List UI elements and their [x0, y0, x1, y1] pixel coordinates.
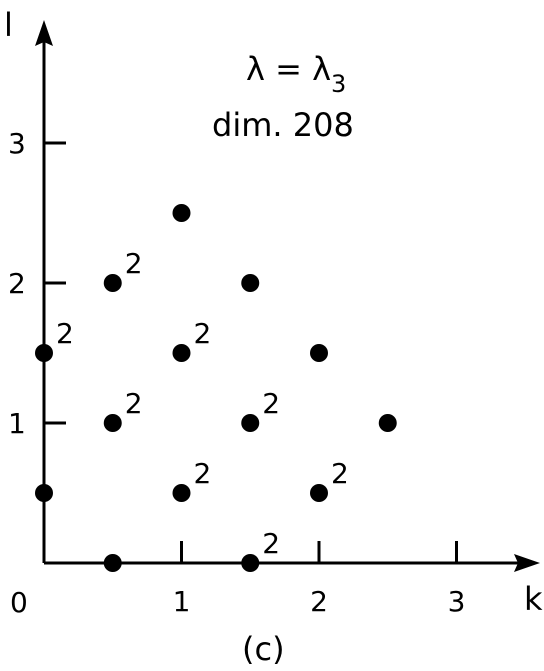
figure-caption: (c): [242, 630, 285, 668]
data-point: [35, 344, 53, 362]
data-point: [310, 344, 328, 362]
data-points: 2 2 2 2 2 2 2 2: [35, 204, 397, 572]
y-axis-label: l: [4, 6, 13, 44]
x-tick-label: 2: [310, 585, 328, 618]
data-point: [241, 414, 260, 432]
data-point: [172, 484, 191, 502]
annotation: λ = λ3 dim. 208: [212, 50, 354, 144]
x-axis-arrowhead: [514, 554, 540, 572]
annotation-subscript: 3: [331, 70, 346, 98]
x-tick-label: 1: [173, 585, 191, 618]
data-point: [103, 414, 122, 432]
data-point: [378, 414, 397, 432]
y-tick-label: 3: [8, 127, 26, 160]
y-axis-arrowhead: [35, 20, 53, 46]
multiplicity-label: 2: [262, 387, 280, 420]
x-axis-label: k: [524, 580, 543, 618]
data-point: [241, 274, 260, 292]
x-ticks: 1 2 3: [173, 541, 466, 618]
axes: [42, 38, 522, 565]
y-tick-label: 1: [8, 407, 26, 440]
annotation-line2: dim. 208: [212, 106, 354, 144]
y-tick-label: 2: [8, 267, 26, 300]
annotation-lambda: λ = λ: [246, 50, 331, 88]
multiplicity-label: 2: [125, 247, 143, 280]
multiplicity-label: 2: [331, 457, 349, 490]
data-point: [172, 344, 191, 362]
data-point: [172, 204, 191, 222]
origin-label: 0: [10, 586, 28, 619]
multiplicity-label: 2: [56, 317, 74, 350]
x-tick-label: 3: [448, 585, 466, 618]
multiplicity-label: 2: [262, 527, 280, 560]
data-point: [35, 484, 53, 502]
multiplicity-label: 2: [194, 457, 212, 490]
data-point: [310, 484, 328, 502]
multiplicity-label: 2: [125, 387, 143, 420]
data-point: [103, 274, 122, 292]
y-ticks: 1 2 3: [8, 127, 66, 440]
data-point: [103, 554, 122, 572]
data-point: [241, 554, 260, 572]
multiplicity-label: 2: [194, 317, 212, 350]
annotation-line1: λ = λ3: [246, 50, 346, 98]
